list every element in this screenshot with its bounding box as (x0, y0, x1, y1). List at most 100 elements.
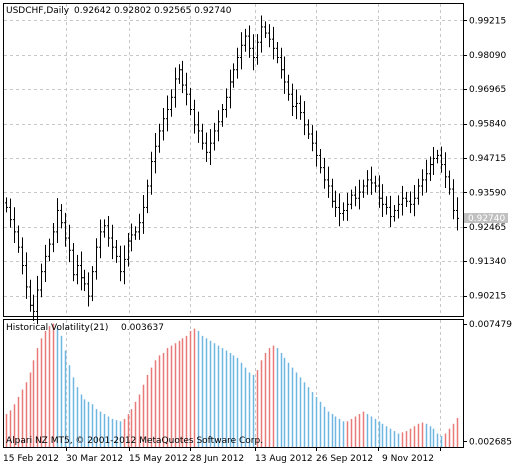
price-bar (362, 179, 365, 198)
price-bar (432, 146, 435, 175)
price-bar (95, 238, 98, 280)
price-bar (60, 204, 63, 229)
price-bar (232, 63, 235, 88)
price-bar (217, 110, 220, 142)
price-bar (107, 215, 110, 247)
price-bar (76, 254, 79, 285)
price-bar (444, 152, 447, 188)
price-bar (13, 207, 16, 244)
price-bar (252, 34, 255, 71)
price-bar (103, 219, 106, 238)
price-bar (417, 178, 420, 205)
price-bar (397, 195, 400, 219)
price-bar (276, 41, 279, 64)
price-bar (260, 15, 263, 53)
price-bar (264, 21, 267, 39)
price-bar (64, 212, 67, 247)
price-bar (248, 25, 251, 58)
price-bar (185, 72, 188, 106)
price-bar (146, 179, 149, 214)
time-tick-label: 15 Feb 2012 (3, 454, 59, 464)
price-bar (256, 34, 259, 65)
price-tick-label: 0.91340 (469, 257, 506, 267)
price-bar (456, 197, 459, 231)
price-tick-label: 0.95840 (469, 120, 506, 130)
price-bar (370, 166, 373, 195)
price-tick-label: 0.90215 (469, 292, 506, 302)
price-bar (323, 157, 326, 189)
price-bar (80, 251, 83, 291)
price-bar (381, 184, 384, 218)
price-tick-label: 0.96965 (469, 85, 506, 95)
price-bar (401, 185, 404, 216)
price-bar (221, 104, 224, 127)
price-bar (358, 179, 361, 210)
time-tick-label: 28 Jun 2012 (190, 454, 244, 464)
price-bar (327, 166, 330, 198)
price-tick-label: 0.94715 (469, 154, 506, 164)
price-bar (240, 32, 243, 70)
price-bar (448, 170, 451, 195)
price-bar (123, 245, 126, 285)
price-bar (174, 67, 177, 108)
price-bar (189, 87, 192, 116)
price-bar (83, 269, 86, 292)
price-bar (21, 237, 24, 275)
price-bar (236, 47, 239, 79)
main-panel-frame (3, 3, 464, 317)
price-bar (99, 219, 102, 259)
price-bar (374, 175, 377, 193)
price-bar (142, 195, 145, 234)
price-bar (193, 99, 196, 134)
price-bar (385, 196, 388, 215)
price-bar (130, 223, 133, 252)
price-bar (366, 170, 369, 195)
indicator-panel-frame (3, 319, 464, 448)
time-tick-label: 30 Mar 2012 (66, 454, 123, 464)
price-bar (9, 198, 12, 228)
price-bar (44, 244, 47, 282)
price-bar (436, 149, 439, 164)
price-bar (311, 125, 314, 152)
price-bar (40, 263, 43, 298)
price-bar (287, 74, 290, 101)
price-bar (111, 224, 114, 260)
price-bar (158, 123, 161, 153)
price-tick-label: 0.98090 (469, 51, 506, 61)
last-price-tag: 0.92740 (464, 213, 508, 224)
price-bar (205, 132, 208, 162)
price-bar (213, 122, 216, 151)
price-bar (181, 60, 184, 94)
price-bar (429, 156, 432, 182)
price-bar (354, 186, 357, 207)
main-chart-title: USDCHF,Daily (6, 6, 70, 16)
price-bar (389, 195, 392, 227)
price-bar (166, 95, 169, 132)
volatility-bars (5, 323, 459, 447)
price-bar (421, 169, 424, 196)
price-bar (393, 204, 396, 222)
price-bar (244, 28, 247, 52)
price-bar (338, 193, 341, 227)
price-bar (319, 149, 322, 174)
price-tick-label: 0.92465 (469, 223, 506, 233)
price-bar (303, 101, 306, 136)
indicator-tick-label: 0.007479 (469, 320, 512, 330)
price-axis: 0.99215 0.98090 0.96965 0.95840 0.94715 0.935… (463, 16, 506, 302)
price-bar (291, 83, 294, 117)
price-bar (350, 189, 353, 210)
price-bar (295, 89, 298, 120)
price-bar (178, 64, 181, 84)
price-bar (346, 192, 349, 221)
price-bar (91, 266, 94, 302)
indicator-axis: 0.007479 0.002685 (463, 320, 512, 447)
price-bar (229, 69, 232, 109)
price-bar (56, 198, 59, 244)
price-bar (425, 159, 428, 193)
price-bar (405, 191, 408, 208)
price-bar (225, 88, 228, 118)
price-bars (5, 15, 459, 325)
price-bar (280, 47, 283, 79)
price-bar (29, 279, 32, 312)
